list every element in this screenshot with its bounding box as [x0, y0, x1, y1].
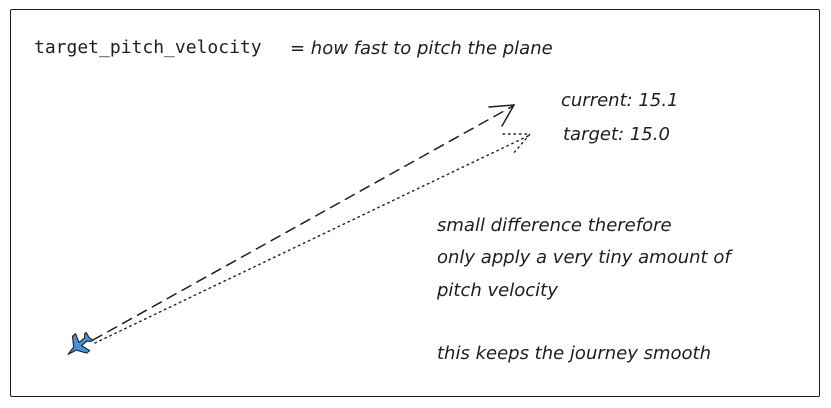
- note-line-3: pitch velocity: [437, 280, 558, 301]
- variable-definition: = how fast to pitch the plane: [290, 38, 553, 59]
- note-line-2: only apply a very tiny amount of: [437, 247, 731, 268]
- current-arrow: [92, 104, 516, 341]
- note-line-1: small difference therefore: [437, 215, 672, 236]
- current-label: current: 15.1: [561, 90, 679, 111]
- variable-name: target_pitch_velocity: [34, 37, 262, 58]
- target-label: target: 15.0: [563, 124, 670, 145]
- airplane-icon: [67, 331, 94, 355]
- note-line-4: this keeps the journey smooth: [437, 343, 712, 364]
- target-arrow: [94, 133, 532, 344]
- diagram-frame: [10, 9, 820, 397]
